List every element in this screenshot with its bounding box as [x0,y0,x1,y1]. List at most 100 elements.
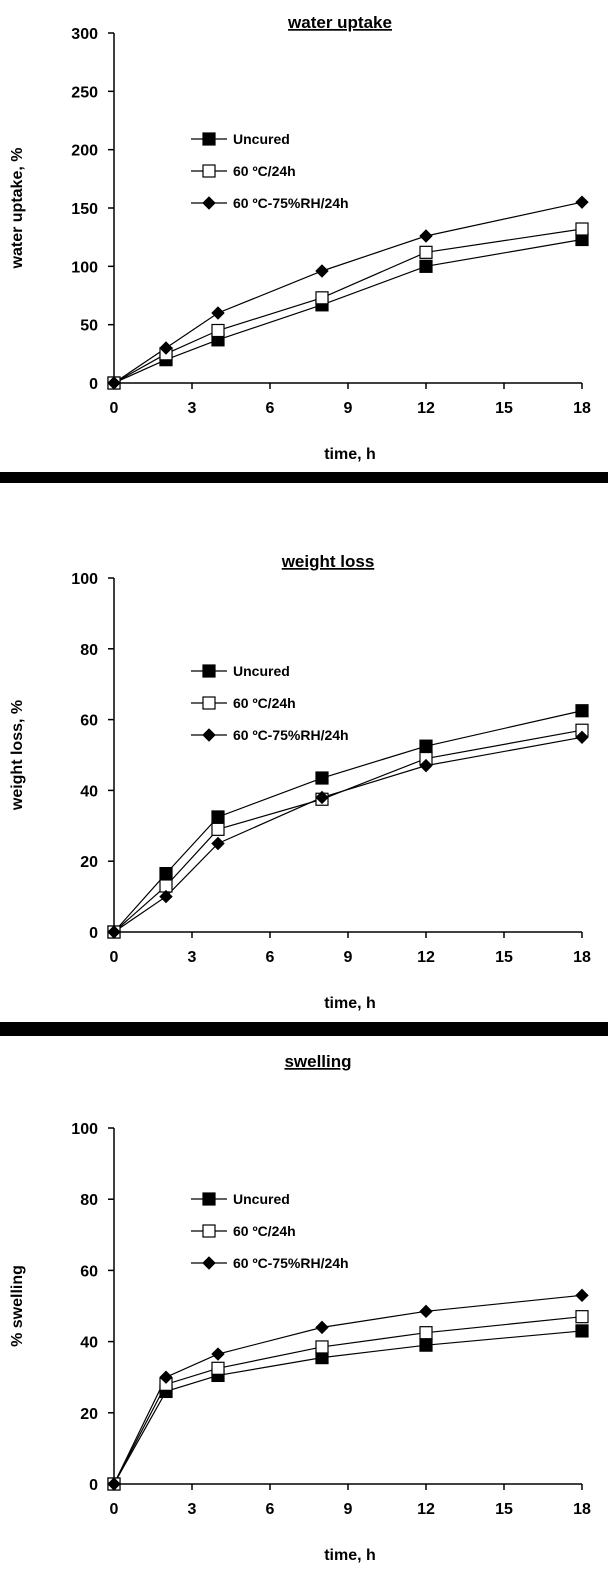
x-tick-label: 12 [417,400,435,417]
legend-label: 60 ºC-75%RH/24h [233,195,349,211]
y-axis-label: water uptake, % [9,148,26,270]
panel-separator [0,472,608,483]
data-point [159,866,173,881]
x-axis-label: time, h [324,446,376,463]
y-tick-label: 80 [80,642,98,659]
data-point [315,264,329,278]
x-tick-label: 9 [344,400,353,417]
x-tick-label: 3 [188,400,197,417]
data-point [211,1361,225,1375]
legend-label: 60 ºC/24h [233,1223,296,1239]
y-tick-label: 0 [89,925,98,942]
series-line [113,1330,583,1485]
y-tick-label: 20 [80,1406,98,1423]
x-tick-label: 9 [344,1501,353,1518]
legend-label: 60 ºC/24h [233,695,296,711]
data-point [315,1340,329,1354]
series-line [113,201,583,384]
legend-label: 60 ºC-75%RH/24h [233,727,349,743]
series-line [113,1294,583,1485]
chart-swelling: swelling time, h % swelling 020406080100… [9,1052,591,1564]
y-tick-label: 0 [89,1477,98,1494]
data-point [575,704,589,718]
data-point [419,758,433,773]
data-point [419,739,433,753]
data-point [202,696,216,710]
x-tick-label: 18 [573,400,591,417]
x-tick-label: 18 [573,949,591,966]
data-point [202,164,216,178]
y-tick-label: 0 [89,376,98,393]
chart-water-uptake: water uptake time, h water uptake, % 0 50… [9,13,591,463]
data-point [575,195,589,209]
data-point [107,925,121,939]
y-axis-label: % swelling [9,1265,26,1347]
y-tick-label: 40 [80,1335,98,1352]
data-point [202,1256,216,1270]
data-point [202,132,216,146]
x-tick-label: 15 [495,400,513,417]
series-line [113,729,583,933]
data-point [419,1304,433,1319]
data-point [575,1324,589,1338]
data-point [211,306,225,320]
data-point [211,822,225,836]
chart-title: water uptake [287,13,392,32]
data-point [159,889,173,904]
y-tick-label: 150 [71,201,98,218]
series-line [113,238,583,384]
data-point [575,222,589,236]
data-point [211,836,225,851]
y-tick-label: 60 [80,713,98,730]
data-point [419,1338,433,1352]
x-tick-label: 0 [110,1501,119,1518]
data-point [202,196,216,210]
y-tick-label: 60 [80,1263,98,1280]
chart-weight-loss: weight loss time, h weight loss, % 0 20 40… [9,552,591,1012]
y-axis-label: weight loss, % [9,700,26,811]
y-tick-label: 40 [80,783,98,800]
data-point [202,664,216,678]
data-point [575,730,589,745]
data-point [211,1347,225,1361]
data-point [419,1326,433,1340]
data-point [159,1370,173,1384]
data-point [575,1288,589,1303]
x-tick-label: 9 [344,949,353,966]
series-line [113,710,583,933]
y-tick-label: 100 [71,571,98,588]
x-tick-label: 18 [573,1501,591,1518]
data-point [419,259,433,273]
x-tick-label: 15 [495,1501,513,1518]
y-tick-label: 250 [71,84,98,101]
data-point [419,229,433,243]
data-point [202,1224,216,1238]
y-tick-label: 100 [71,1121,98,1138]
legend-label: Uncured [233,131,290,147]
legend-label: Uncured [233,663,290,679]
series-line [113,228,583,384]
y-tick-label: 20 [80,854,98,871]
data-point [315,790,329,805]
data-point [202,728,216,742]
x-tick-label: 3 [188,949,197,966]
data-point [315,291,329,305]
series-line [113,736,583,933]
x-tick-label: 6 [266,949,275,966]
x-tick-label: 0 [110,949,119,966]
data-point [107,1477,121,1491]
x-axis-label: time, h [324,1547,376,1564]
legend-label: 60 ºC-75%RH/24h [233,1255,349,1271]
data-point [315,771,329,785]
x-tick-label: 0 [110,400,119,417]
y-tick-label: 50 [80,318,98,335]
y-tick-label: 80 [80,1192,98,1209]
x-tick-label: 12 [417,1501,435,1518]
x-tick-label: 3 [188,1501,197,1518]
data-point [159,341,173,355]
data-point [107,376,121,390]
chart-title: weight loss [281,552,375,571]
y-tick-label: 200 [71,143,98,160]
x-axis-label: time, h [324,995,376,1012]
